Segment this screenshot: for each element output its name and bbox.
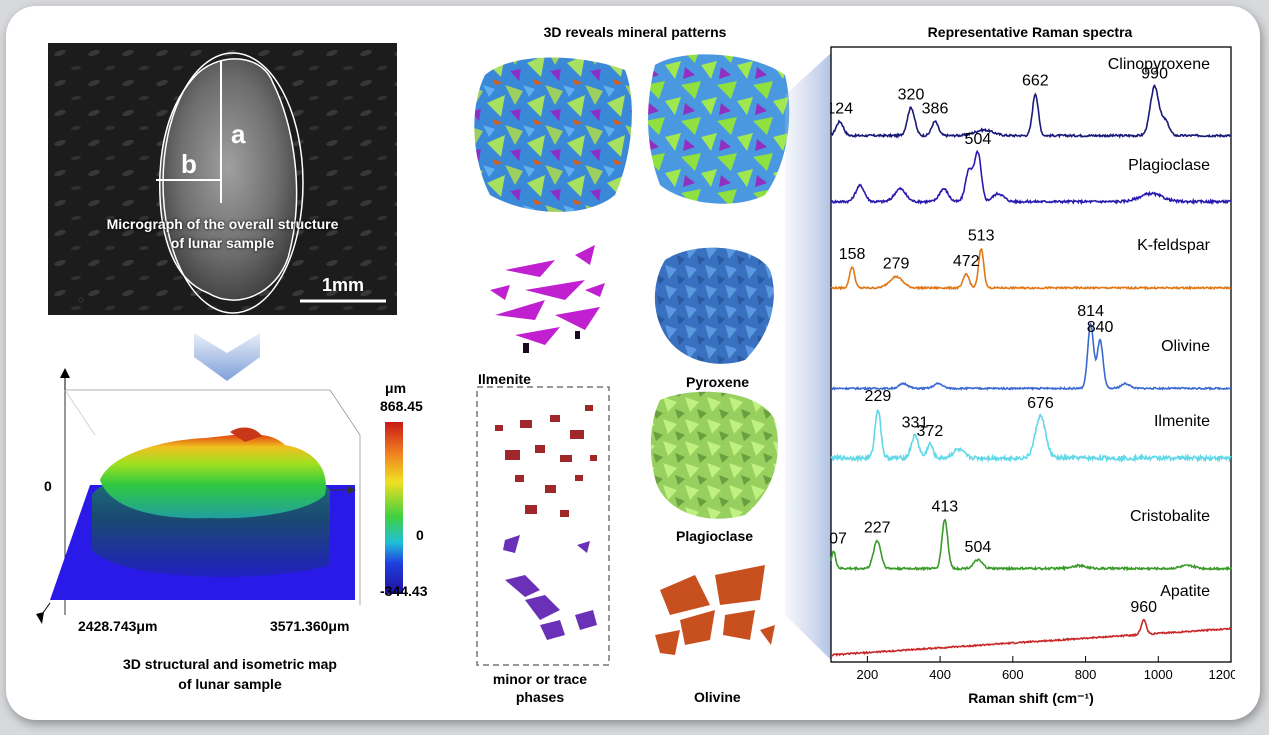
series-line-apatite (830, 618, 1232, 657)
peak-label: 227 (864, 520, 891, 537)
peak-label: 513 (968, 228, 995, 245)
raman-chart: 200 400 600 800 1000 1200 Raman shift (cm⁻¹) Cl… (830, 46, 1235, 706)
x-tick-label: 1200 (1209, 667, 1235, 682)
colorbar-unit: μm (385, 380, 407, 396)
peak-label: 372 (917, 423, 944, 440)
series-line-plagioclase (830, 149, 1232, 206)
peak-label: 676 (1027, 395, 1054, 412)
series-name: Clinopyroxene (1108, 56, 1210, 73)
series-name: Ilmenite (1154, 413, 1210, 430)
x-tick-label: 1000 (1144, 667, 1173, 682)
label-ilmenite: Ilmenite (478, 371, 531, 387)
label-pyroxene: Pyroxene (686, 374, 750, 390)
label-plagioclase: Plagioclase (676, 528, 754, 544)
label-b: b (181, 149, 197, 179)
label-olivine: Olivine (694, 689, 741, 705)
map3d-plot (36, 368, 403, 624)
peak-label: 331 (902, 415, 929, 432)
scale-bar-label: 1mm (321, 275, 365, 295)
minerals-title: 3D reveals mineral patterns (543, 24, 727, 40)
micrograph-caption-line2: of lunar sample (170, 235, 275, 251)
label-a: a (231, 119, 246, 149)
chart-title: Representative Raman spectra (927, 24, 1133, 40)
peak-label: 158 (839, 246, 866, 263)
series-line-olivine (830, 322, 1232, 391)
colorbar-max: 868.45 (380, 398, 423, 414)
peak-label: 960 (1130, 599, 1157, 616)
svg-text:◌: ◌ (78, 295, 84, 306)
colorbar-zero: 0 (416, 527, 424, 543)
plot-frame (830, 46, 1232, 663)
x-tick-label: 800 (1075, 667, 1097, 682)
dim-y-label: 3571.360μm (270, 618, 350, 634)
zero-axis-label: 0 (44, 478, 52, 494)
peak-label: 279 (883, 256, 910, 273)
peak-label: 504 (965, 539, 992, 556)
peak-label: 504 (965, 131, 992, 148)
label-minor-line1: minor or trace (492, 671, 588, 687)
mineral-renders (474, 54, 790, 666)
label-minor-line2: phases (515, 689, 565, 705)
chevron-down-icon (194, 333, 260, 381)
x-tick-label: 200 (857, 667, 879, 682)
map3d-panel: 0 μm 868.45 0 -344.43 2428.743μm 3571.36… (30, 360, 450, 700)
peak-label: 229 (865, 388, 892, 405)
series-name: Plagioclase (1128, 157, 1210, 174)
dim-x-label: 2428.743μm (78, 618, 158, 634)
peak-label: 320 (898, 87, 925, 104)
series-line-cristobalite (830, 518, 1232, 572)
peak-label: 386 (922, 101, 949, 118)
micrograph-image: ◌ (48, 43, 397, 315)
colorbar-min: -344.43 (380, 583, 428, 599)
peak-label: 840 (1087, 319, 1114, 336)
peak-label: 662 (1022, 73, 1049, 90)
spectra-connector (785, 53, 831, 660)
series-name: K-feldspar (1137, 237, 1211, 254)
micrograph-caption-line1: Micrograph of the overall structure (106, 216, 339, 232)
peak-label: 990 (1141, 65, 1168, 82)
series-line-k-feldspar (830, 247, 1232, 291)
map3d-caption-line2: of lunar sample (178, 676, 282, 692)
series-line-clinopyroxene (830, 84, 1232, 139)
series-name: Apatite (1160, 583, 1210, 600)
series-name: Olivine (1161, 338, 1210, 355)
series-name: Cristobalite (1130, 508, 1210, 525)
peak-label: 413 (931, 499, 958, 516)
peak-label: 107 (830, 531, 847, 548)
map3d-caption-line1: 3D structural and isometric map (123, 656, 337, 672)
series-line-ilmenite (830, 409, 1232, 463)
peak-label: 472 (953, 253, 980, 270)
micrograph-panel: ◌ a b Micrograph of the overall structur… (48, 43, 397, 315)
peak-label: 814 (1077, 303, 1104, 320)
x-tick-label: 400 (929, 667, 951, 682)
peak-label: 124 (830, 101, 853, 118)
x-axis-label: Raman shift (cm⁻¹) (968, 690, 1094, 706)
x-tick-label: 600 (1002, 667, 1024, 682)
